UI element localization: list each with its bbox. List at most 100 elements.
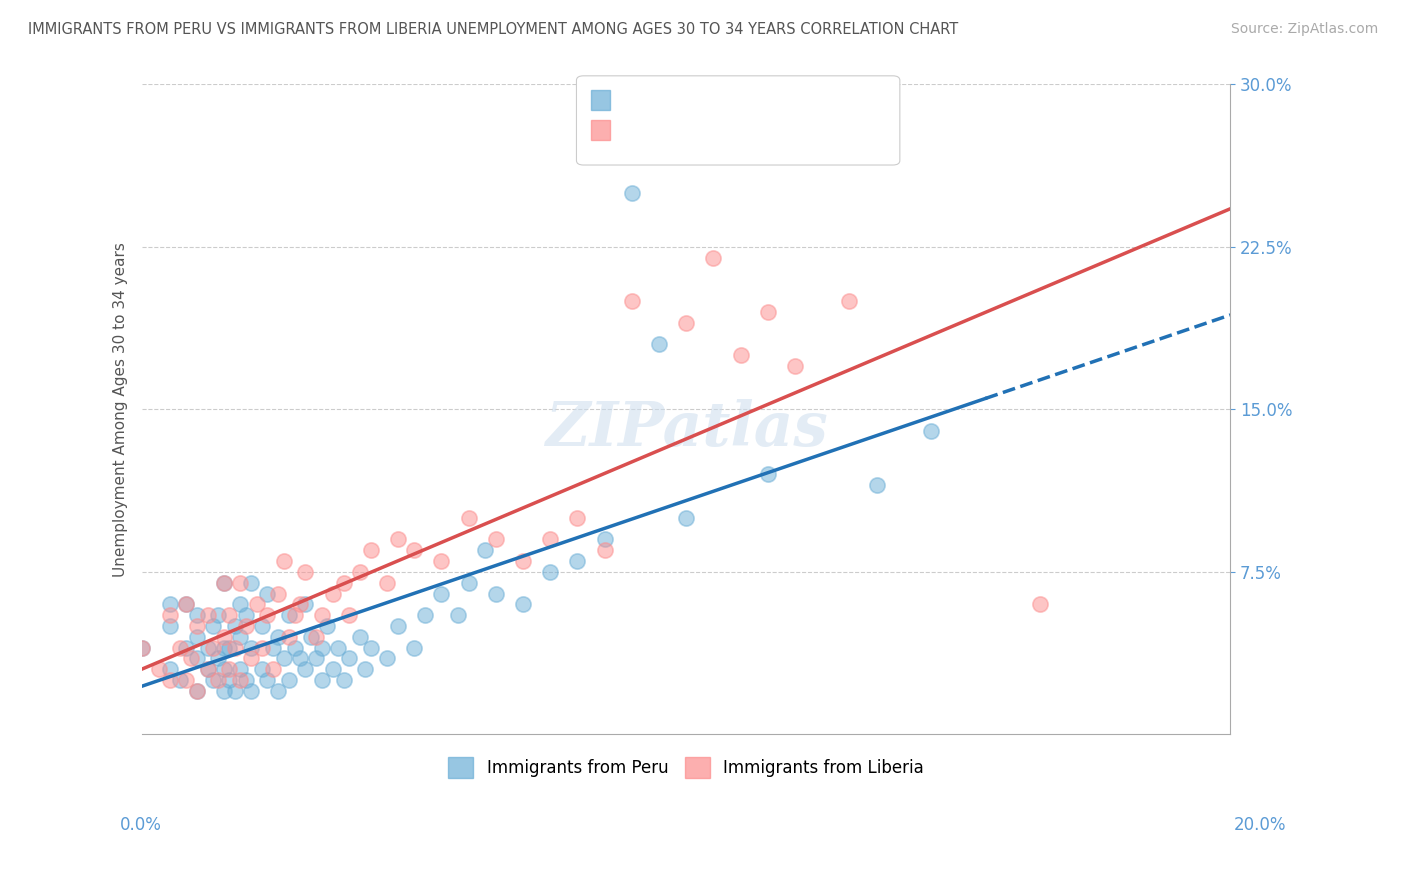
Point [197,608,219,623]
Point [229,673,252,688]
Point [212,640,235,655]
Point [224,640,246,655]
Point [212,684,235,698]
Point [229,575,252,590]
Point [218,608,240,623]
Point [311,608,333,623]
Text: ZIPatlas: ZIPatlas [546,399,828,458]
Point [278,673,301,688]
Point [512,598,534,612]
Point [207,651,229,665]
Point [218,640,240,655]
Point [229,662,252,676]
Text: 0.0%: 0.0% [120,816,162,834]
Point [387,619,409,633]
Point [783,359,806,373]
Point [322,662,344,676]
Point [413,608,436,623]
Point [294,662,316,676]
Point [322,586,344,600]
Point [430,586,453,600]
Point [240,651,263,665]
Point [838,294,860,309]
Point [207,673,229,688]
Point [430,554,453,568]
Point [360,543,382,558]
Point [197,662,219,676]
Point [620,294,643,309]
Point [273,554,295,568]
Point [224,684,246,698]
Point [159,673,181,688]
Legend: Immigrants from Peru, Immigrants from Liberia: Immigrants from Peru, Immigrants from Li… [441,751,931,784]
Point [337,608,360,623]
Y-axis label: Unemployment Among Ages 30 to 34 years: Unemployment Among Ages 30 to 34 years [114,242,128,577]
Point [288,651,311,665]
Point [404,543,426,558]
Point [240,575,263,590]
Point [250,619,273,633]
Point [354,662,377,676]
Point [756,467,779,482]
Point [174,598,197,612]
Point [756,305,779,319]
Point [202,640,225,655]
Point [212,630,235,644]
Point [229,630,252,644]
Point [593,543,616,558]
Point [250,662,273,676]
Point [311,640,333,655]
Point [648,337,671,351]
Point [288,598,311,612]
Point [375,651,398,665]
Point [866,478,889,492]
Point [186,619,208,633]
Point [197,640,219,655]
Text: R = 0.223   N = 58: R = 0.223 N = 58 [617,121,775,139]
Point [159,598,181,612]
Point [262,662,284,676]
Point [174,640,197,655]
Point [212,575,235,590]
Point [169,640,191,655]
Point [404,640,426,655]
Point [593,533,616,547]
Point [305,630,328,644]
Point [159,619,181,633]
Point [567,510,589,524]
Text: IMMIGRANTS FROM PERU VS IMMIGRANTS FROM LIBERIA UNEMPLOYMENT AMONG AGES 30 TO 34: IMMIGRANTS FROM PERU VS IMMIGRANTS FROM … [28,22,959,37]
Point [538,565,561,579]
Text: 20.0%: 20.0% [1234,816,1286,834]
Point [567,554,589,568]
Point [538,533,561,547]
Point [485,586,508,600]
Point [235,608,257,623]
Point [218,662,240,676]
Point [387,533,409,547]
Point [457,575,479,590]
Point [284,608,307,623]
Point [316,619,339,633]
Point [159,662,181,676]
Point [202,673,225,688]
Point [326,640,349,655]
Point [131,640,153,655]
Point [256,608,278,623]
Point [212,575,235,590]
Point [294,565,316,579]
Point [375,575,398,590]
Point [294,598,316,612]
Point [474,543,496,558]
Point [229,598,252,612]
Point [159,608,181,623]
Point [675,510,697,524]
Point [131,640,153,655]
Point [305,651,328,665]
Point [169,673,191,688]
Point [512,554,534,568]
Point [186,684,208,698]
Point [447,608,470,623]
Point [256,586,278,600]
Point [311,673,333,688]
Point [250,640,273,655]
